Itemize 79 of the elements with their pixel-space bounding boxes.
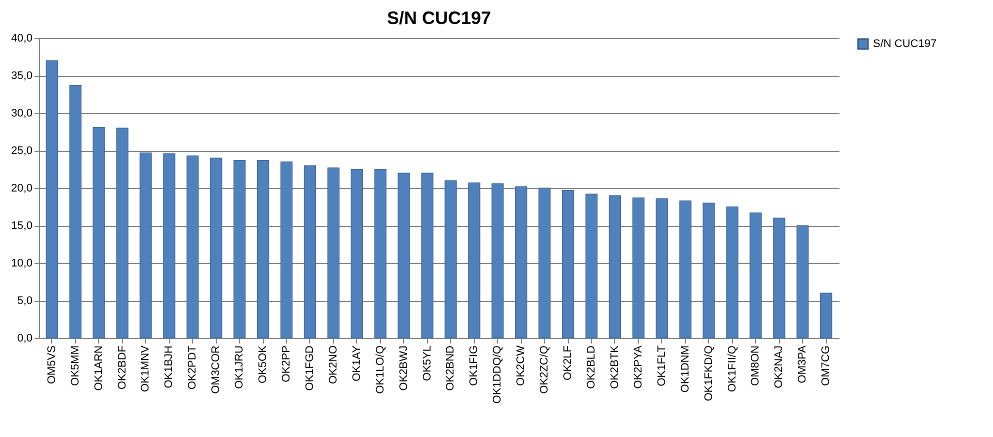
legend-label: S/N CUC197 — [873, 38, 937, 50]
bar — [444, 180, 457, 338]
x-tick-label: OK5YL — [421, 346, 434, 381]
x-tick-label: OK2BDF — [116, 345, 128, 390]
bar — [186, 156, 199, 338]
bar — [421, 172, 434, 338]
x-tick-label: OK1FLT — [656, 345, 668, 386]
bar — [468, 182, 480, 338]
bar — [702, 202, 715, 338]
bar — [820, 292, 832, 338]
bar — [679, 200, 692, 338]
bar — [585, 194, 598, 338]
bar — [46, 60, 58, 338]
x-tick-label: OK2BLD — [585, 345, 598, 389]
bar — [210, 158, 222, 338]
x-tick-label: OK2PP — [280, 346, 293, 382]
x-tick-label: OK2PDT — [186, 345, 199, 390]
x-tick-label: OK2NO — [327, 345, 340, 384]
bar — [304, 165, 316, 338]
bar — [632, 198, 644, 338]
x-tick-label: OK2BTK — [608, 344, 621, 389]
x-tick-label: OK1ARN — [92, 345, 105, 391]
bar — [234, 160, 246, 338]
x-tick-label: OK1FKD/Q — [702, 345, 715, 402]
bar — [140, 152, 152, 338]
bar — [116, 128, 128, 338]
x-tick-label: OK1AY — [350, 344, 363, 382]
bar — [726, 206, 738, 338]
bar — [515, 186, 528, 338]
y-tick-label: 15,0 — [11, 220, 32, 232]
y-tick-label: 35,0 — [11, 70, 32, 82]
bar — [256, 160, 270, 338]
x-tick-label: OM8ON — [750, 345, 762, 386]
y-tick-label: 10,0 — [11, 258, 32, 270]
x-tick-label: OK2NAJ — [773, 346, 786, 388]
y-tick-label: 0,0 — [17, 332, 32, 344]
x-tick-label: OK1JRU — [234, 345, 246, 389]
y-tick-label: 5,0 — [17, 295, 32, 307]
y-tick-label: 25,0 — [11, 145, 32, 157]
bar — [280, 162, 293, 338]
x-tick-label: OM3PA — [796, 344, 809, 384]
x-tick-label: OK2CW — [515, 344, 528, 386]
x-tick-label: OK1FIG — [468, 346, 480, 386]
x-tick-label: OK2ZC/Q — [538, 345, 551, 394]
y-tick-label: 40,0 — [11, 32, 32, 44]
x-tick-label: OK5MM — [69, 346, 82, 386]
y-tick-label: 30,0 — [11, 108, 32, 120]
x-tick-label: OK2LF — [562, 345, 574, 380]
bar — [492, 183, 504, 338]
x-tick-label: OK2BND — [444, 345, 457, 391]
bar — [69, 85, 82, 338]
bar — [608, 195, 622, 338]
x-tick-label: OK1LO/Q — [374, 345, 386, 394]
x-tick-label: OK1FII/Q — [726, 345, 738, 392]
x-tick-label: OK1DDQ/Q — [492, 345, 504, 404]
x-tick-label: OK1MNV — [140, 344, 152, 392]
x-tick-label: OK2BWJ — [398, 346, 410, 391]
bar — [773, 218, 786, 338]
chart-title: S/N CUC197 — [386, 8, 492, 28]
x-tick-label: OM7CG — [820, 346, 832, 386]
bar — [538, 188, 551, 338]
x-tick-label: OK1DNM — [679, 346, 692, 393]
bar — [327, 168, 340, 338]
x-tick-label: OK5OK — [257, 344, 270, 384]
bar — [562, 190, 574, 338]
bar — [374, 169, 386, 338]
bar — [163, 153, 176, 338]
x-tick-label: OK1BJH — [163, 345, 176, 388]
bar — [656, 198, 668, 338]
bar — [796, 225, 809, 338]
bar — [398, 172, 410, 338]
bar — [92, 127, 105, 338]
bar — [750, 212, 762, 338]
y-tick-label: 20,0 — [11, 182, 32, 194]
bar — [350, 169, 363, 338]
x-tick-label: OM5VS — [46, 346, 58, 384]
x-tick-label: OM3COR — [210, 345, 222, 394]
x-tick-label: OK1FGD — [304, 345, 316, 391]
x-tick-label: OK2PYA — [632, 344, 644, 389]
